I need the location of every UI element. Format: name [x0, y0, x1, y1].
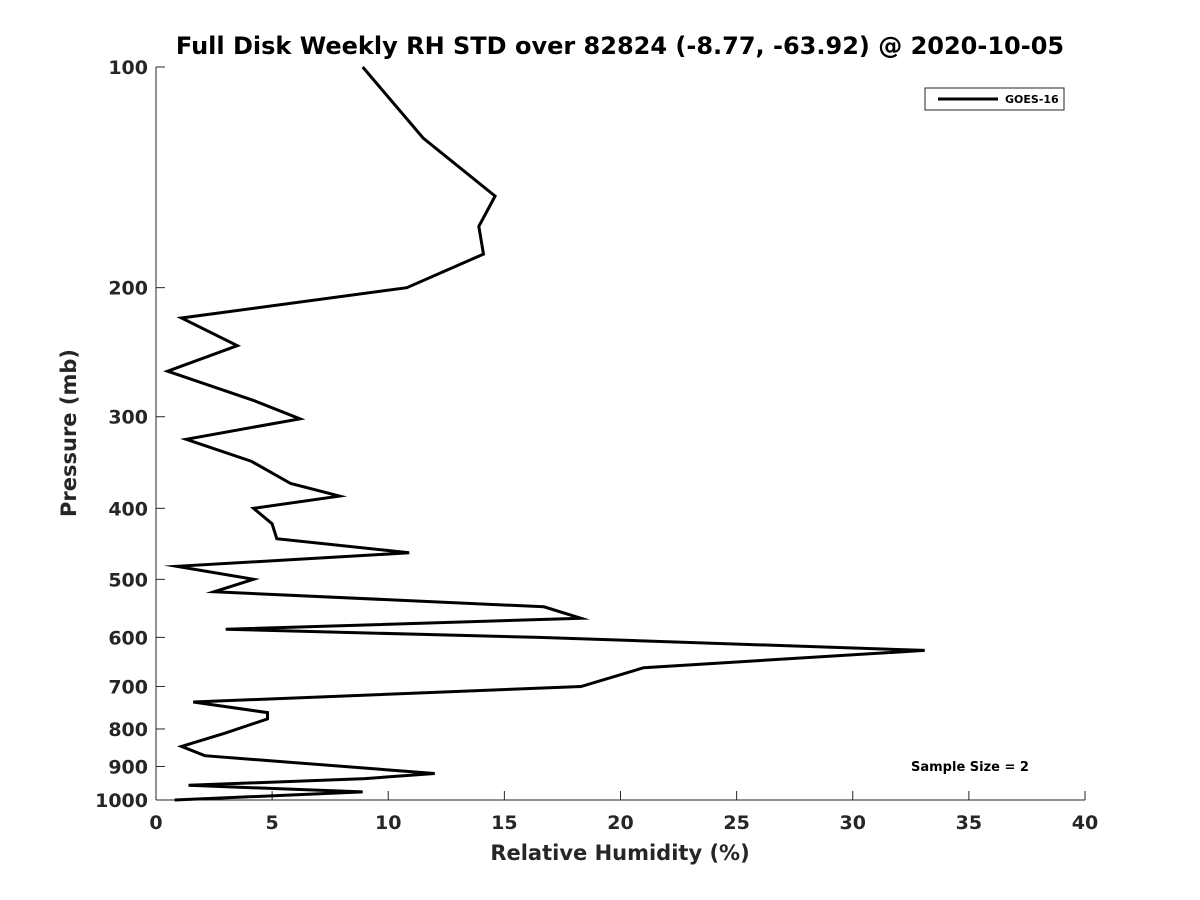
x-tick-label: 15 — [491, 812, 517, 834]
x-axis-label: Relative Humidity (%) — [490, 841, 749, 865]
y-tick-label: 200 — [108, 278, 148, 300]
y-tick-label: 800 — [108, 719, 148, 741]
y-tick-label: 700 — [108, 676, 148, 698]
y-tick-label: 400 — [108, 498, 148, 520]
y-tick-label: 500 — [108, 569, 148, 591]
series-line-goes-16 — [163, 66, 925, 802]
chart-title: Full Disk Weekly RH STD over 82824 (-8.7… — [176, 32, 1064, 60]
sample-size-annotation: Sample Size = 2 — [911, 760, 1029, 775]
y-tick-label: 1000 — [95, 790, 148, 812]
x-tick-label: 0 — [149, 812, 162, 834]
series-layer — [163, 66, 925, 802]
x-tick-label: 30 — [840, 812, 866, 834]
x-tick-label: 5 — [266, 812, 279, 834]
y-axis: 100 200 300 400 500 600 700 800 900 1000 — [95, 57, 165, 812]
y-tick-label: 900 — [108, 756, 148, 778]
x-tick-label: 25 — [723, 812, 749, 834]
y-tick-label: 600 — [108, 627, 148, 649]
legend-label-goes-16: GOES-16 — [1005, 93, 1059, 106]
x-tick-label: 10 — [375, 812, 401, 834]
plot-area — [156, 67, 1085, 800]
x-axis: 0 5 10 15 20 25 30 35 40 — [149, 791, 1098, 834]
y-axis-label: Pressure (mb) — [57, 349, 81, 517]
y-tick-label: 100 — [108, 57, 148, 79]
y-tick-label: 300 — [108, 407, 148, 429]
x-tick-label: 20 — [607, 812, 633, 834]
x-tick-label: 40 — [1072, 812, 1098, 834]
x-tick-label: 35 — [956, 812, 982, 834]
legend: GOES-16 — [924, 87, 1065, 111]
